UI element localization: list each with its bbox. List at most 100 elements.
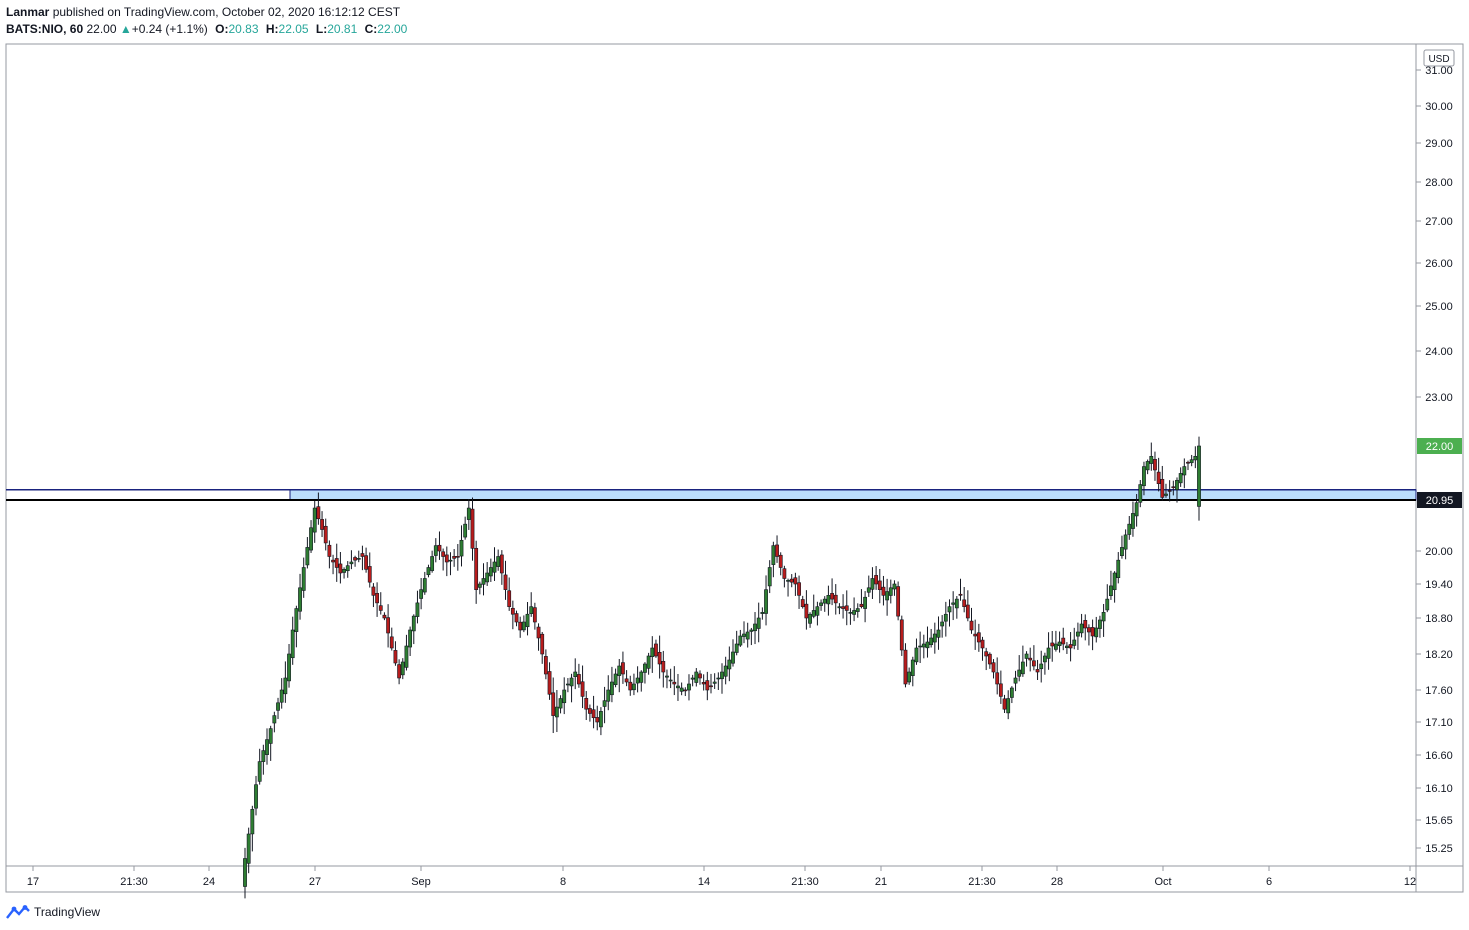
- candle: [1028, 647, 1033, 672]
- candle: [1083, 614, 1088, 641]
- symbol-label[interactable]: BATS:NIO, 60: [6, 22, 84, 36]
- low-value: 20.81: [327, 22, 358, 36]
- candle-body: [819, 602, 823, 606]
- candle: [1020, 645, 1025, 677]
- candle: [1013, 670, 1018, 692]
- candle: [400, 658, 405, 680]
- candle: [488, 558, 493, 582]
- candle-body: [243, 858, 247, 887]
- last-price-text: 22.00: [86, 22, 117, 36]
- support-zone-rectangle[interactable]: [289, 489, 1417, 501]
- candle: [962, 587, 967, 613]
- candle: [433, 538, 438, 563]
- candle-body: [760, 612, 765, 614]
- candle-body: [723, 665, 728, 677]
- candle-body: [1002, 698, 1007, 710]
- candle-body: [1057, 641, 1062, 646]
- candle: [1057, 631, 1062, 653]
- candle-body: [558, 698, 563, 709]
- candle-body: [855, 608, 860, 612]
- candle-body: [808, 613, 812, 624]
- candle: [1006, 690, 1011, 720]
- candle: [731, 639, 735, 667]
- candle-body: [261, 750, 266, 762]
- candle-body: [701, 681, 706, 685]
- candle-body: [408, 629, 413, 648]
- candle: [672, 666, 677, 696]
- candle: [492, 547, 497, 581]
- candle: [521, 615, 526, 633]
- candle: [375, 582, 379, 617]
- currency-badge[interactable]: USD: [1423, 49, 1455, 67]
- candle-body: [430, 556, 435, 571]
- candle: [976, 623, 981, 652]
- candle-body: [551, 692, 556, 716]
- candle-body: [298, 587, 302, 612]
- candle-body: [257, 761, 262, 782]
- candle: [386, 604, 391, 648]
- candle-body: [1186, 461, 1190, 464]
- candle-body: [1131, 513, 1135, 529]
- candle: [943, 601, 948, 637]
- candle-body: [833, 594, 838, 604]
- price-tick-label: 24.00: [1425, 346, 1453, 358]
- candle: [529, 592, 534, 617]
- candle-body: [474, 547, 479, 590]
- candle-body: [1006, 698, 1011, 714]
- candle: [830, 578, 834, 606]
- candle: [720, 663, 724, 694]
- candle-body: [287, 653, 291, 682]
- candle-body: [661, 660, 666, 673]
- price-tick-label: 26.00: [1425, 258, 1453, 270]
- candle: [290, 616, 295, 665]
- candle-body: [683, 689, 688, 692]
- brand-footer[interactable]: TradingView: [6, 903, 100, 921]
- candle-body: [433, 545, 438, 556]
- candle: [1193, 446, 1198, 469]
- candle-body: [1175, 479, 1179, 491]
- candle: [958, 578, 963, 601]
- candle: [668, 668, 673, 689]
- candle: [1160, 465, 1165, 501]
- candle: [525, 602, 530, 636]
- last-price-badge: 22.00: [1426, 441, 1454, 453]
- author-name[interactable]: Lanmar: [6, 5, 50, 19]
- candle: [1175, 477, 1179, 503]
- candle: [309, 520, 313, 553]
- candle: [532, 602, 537, 630]
- candle-body: [771, 545, 776, 565]
- candle-body: [496, 556, 501, 567]
- candle-body: [404, 645, 409, 668]
- candle: [378, 592, 383, 615]
- candle: [848, 608, 853, 625]
- candle: [676, 673, 680, 701]
- candle: [1189, 454, 1194, 467]
- candle-body: [1009, 687, 1014, 698]
- currency-label: USD: [1428, 54, 1449, 65]
- candle: [1145, 459, 1150, 475]
- candle: [1142, 461, 1146, 496]
- candle: [965, 590, 970, 622]
- time-tick-label: 21:30: [791, 876, 819, 888]
- candle-body: [1013, 677, 1018, 684]
- candle: [745, 622, 750, 648]
- candle-body: [859, 603, 864, 607]
- candle-body: [650, 647, 655, 658]
- price-tick-label: 19.40: [1425, 579, 1453, 591]
- candle: [588, 704, 592, 722]
- candle-body: [1127, 523, 1132, 535]
- candle-body: [419, 589, 424, 599]
- candle: [833, 584, 838, 615]
- candle: [998, 670, 1003, 704]
- candle: [463, 516, 468, 540]
- candle-body: [1046, 647, 1051, 659]
- candle-body: [1101, 612, 1106, 622]
- candle: [331, 554, 335, 575]
- candle: [573, 658, 578, 690]
- candle-body: [734, 643, 739, 653]
- candle: [764, 575, 768, 626]
- candle: [1098, 615, 1102, 638]
- candle-body: [1145, 461, 1150, 471]
- candle: [679, 682, 684, 696]
